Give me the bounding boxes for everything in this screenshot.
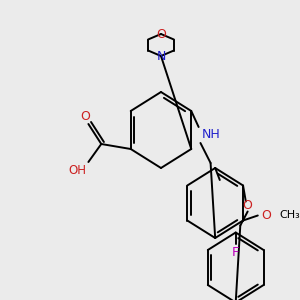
Text: O: O	[81, 110, 91, 122]
Text: O: O	[243, 199, 253, 212]
Text: CH₃: CH₃	[280, 211, 300, 220]
Text: NH: NH	[201, 128, 220, 142]
Text: F: F	[232, 246, 239, 259]
Text: O: O	[262, 209, 271, 222]
Text: O: O	[156, 28, 166, 40]
Text: N: N	[156, 50, 166, 62]
Text: OH: OH	[68, 164, 86, 176]
